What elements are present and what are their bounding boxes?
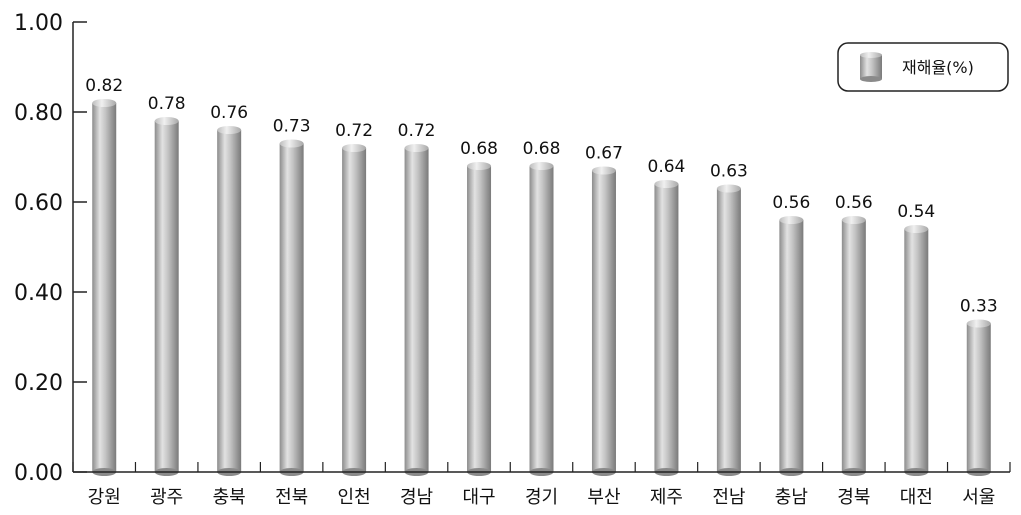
data-label: 0.68 xyxy=(460,139,498,159)
bar xyxy=(92,99,117,476)
data-label: 0.64 xyxy=(648,157,686,177)
bar-cap xyxy=(92,99,117,107)
legend: 재해율(%) xyxy=(837,42,1009,92)
x-category-label: 경북 xyxy=(837,487,870,508)
data-label: 0.72 xyxy=(335,121,373,141)
bar-cap xyxy=(279,139,304,148)
x-category-label: 대전 xyxy=(900,487,933,508)
x-category-label: 부산 xyxy=(587,487,620,508)
y-tick-label: 0.00 xyxy=(14,461,63,486)
data-label: 0.72 xyxy=(398,121,436,141)
bar xyxy=(217,126,242,476)
bar-body xyxy=(654,184,679,472)
bar-body xyxy=(92,103,117,472)
data-label: 0.73 xyxy=(273,117,311,137)
data-label: 0.76 xyxy=(210,103,248,123)
x-category-label: 전북 xyxy=(275,487,308,508)
x-category-label: 충북 xyxy=(213,487,246,508)
data-label: 0.82 xyxy=(85,76,123,96)
x-category-label: 제주 xyxy=(650,487,683,508)
x-category-label: 경기 xyxy=(525,487,558,508)
x-category-label: 경남 xyxy=(400,487,433,508)
bar xyxy=(966,319,991,476)
data-labels-group: 0.82 0.78 0.76 0.73 0.72 0.72 0.68 0.68 0.67 0.64… xyxy=(85,76,997,317)
y-tick-label: 1.00 xyxy=(14,11,63,36)
bar-cap xyxy=(342,144,367,152)
bar xyxy=(654,180,679,476)
data-label: 0.78 xyxy=(148,94,186,114)
bar-cap xyxy=(779,216,804,224)
bar-cap xyxy=(529,162,554,170)
x-category-label: 광주 xyxy=(150,487,183,508)
y-tick-label: 0.20 xyxy=(14,371,63,396)
y-tick-label: 0.80 xyxy=(14,101,63,126)
data-label: 0.67 xyxy=(585,144,623,164)
bar-cap xyxy=(841,216,866,224)
bar-body xyxy=(841,220,866,472)
x-category-label: 강원 xyxy=(88,487,121,508)
bar-body xyxy=(529,166,554,472)
data-label: 0.68 xyxy=(523,139,561,159)
bars-group xyxy=(92,99,991,476)
bar-body xyxy=(966,323,991,472)
bar xyxy=(529,162,554,476)
bar xyxy=(716,184,741,476)
x-category-label: 충남 xyxy=(775,487,808,508)
bar xyxy=(279,139,304,476)
y-tick-label: 0.60 xyxy=(14,191,63,216)
bar-cap xyxy=(404,144,429,152)
data-label: 0.63 xyxy=(710,162,748,182)
x-category-label: 인천 xyxy=(338,487,371,508)
bar-body xyxy=(779,220,804,472)
bar-body xyxy=(279,143,304,472)
bar-cap xyxy=(654,180,679,188)
y-axis: 0.00 0.20 0.40 0.60 0.80 1.00 xyxy=(14,11,87,486)
bar-cap xyxy=(591,166,616,175)
bar-cap xyxy=(966,319,991,328)
bar-body xyxy=(467,166,492,472)
bar-body xyxy=(217,130,242,472)
bar xyxy=(154,117,179,476)
legend-swatch xyxy=(860,52,882,82)
bar xyxy=(779,216,804,476)
bar-body xyxy=(404,148,429,472)
bar xyxy=(342,144,367,476)
y-tick-label: 0.40 xyxy=(14,281,63,306)
bar xyxy=(904,225,929,476)
data-label: 0.56 xyxy=(835,193,873,213)
x-category-label: 전남 xyxy=(712,487,745,508)
bar-body xyxy=(591,170,616,472)
bar-body xyxy=(716,188,741,472)
bar-cap xyxy=(904,225,929,233)
legend-label: 재해율(%) xyxy=(902,58,974,77)
bar-cap xyxy=(716,184,741,193)
bar xyxy=(591,166,616,476)
bar-body xyxy=(904,229,929,472)
bar-cap xyxy=(154,117,179,125)
data-label: 0.56 xyxy=(772,193,810,213)
bar-body xyxy=(154,121,179,472)
bar-body xyxy=(342,148,367,472)
bar-cap xyxy=(467,162,492,170)
x-axis: 강원 광주 충북 전북 인천 경남 대구 경기 부산 제주 전남 충남 경북 대전 서울 xyxy=(72,462,1011,508)
x-category-label: 대구 xyxy=(462,487,495,508)
data-label: 0.54 xyxy=(897,202,935,222)
data-label: 0.33 xyxy=(960,297,998,317)
bar xyxy=(467,162,492,476)
bar-cap xyxy=(217,126,242,134)
bar xyxy=(841,216,866,476)
x-category-label: 서울 xyxy=(962,487,995,508)
bar xyxy=(404,144,429,476)
